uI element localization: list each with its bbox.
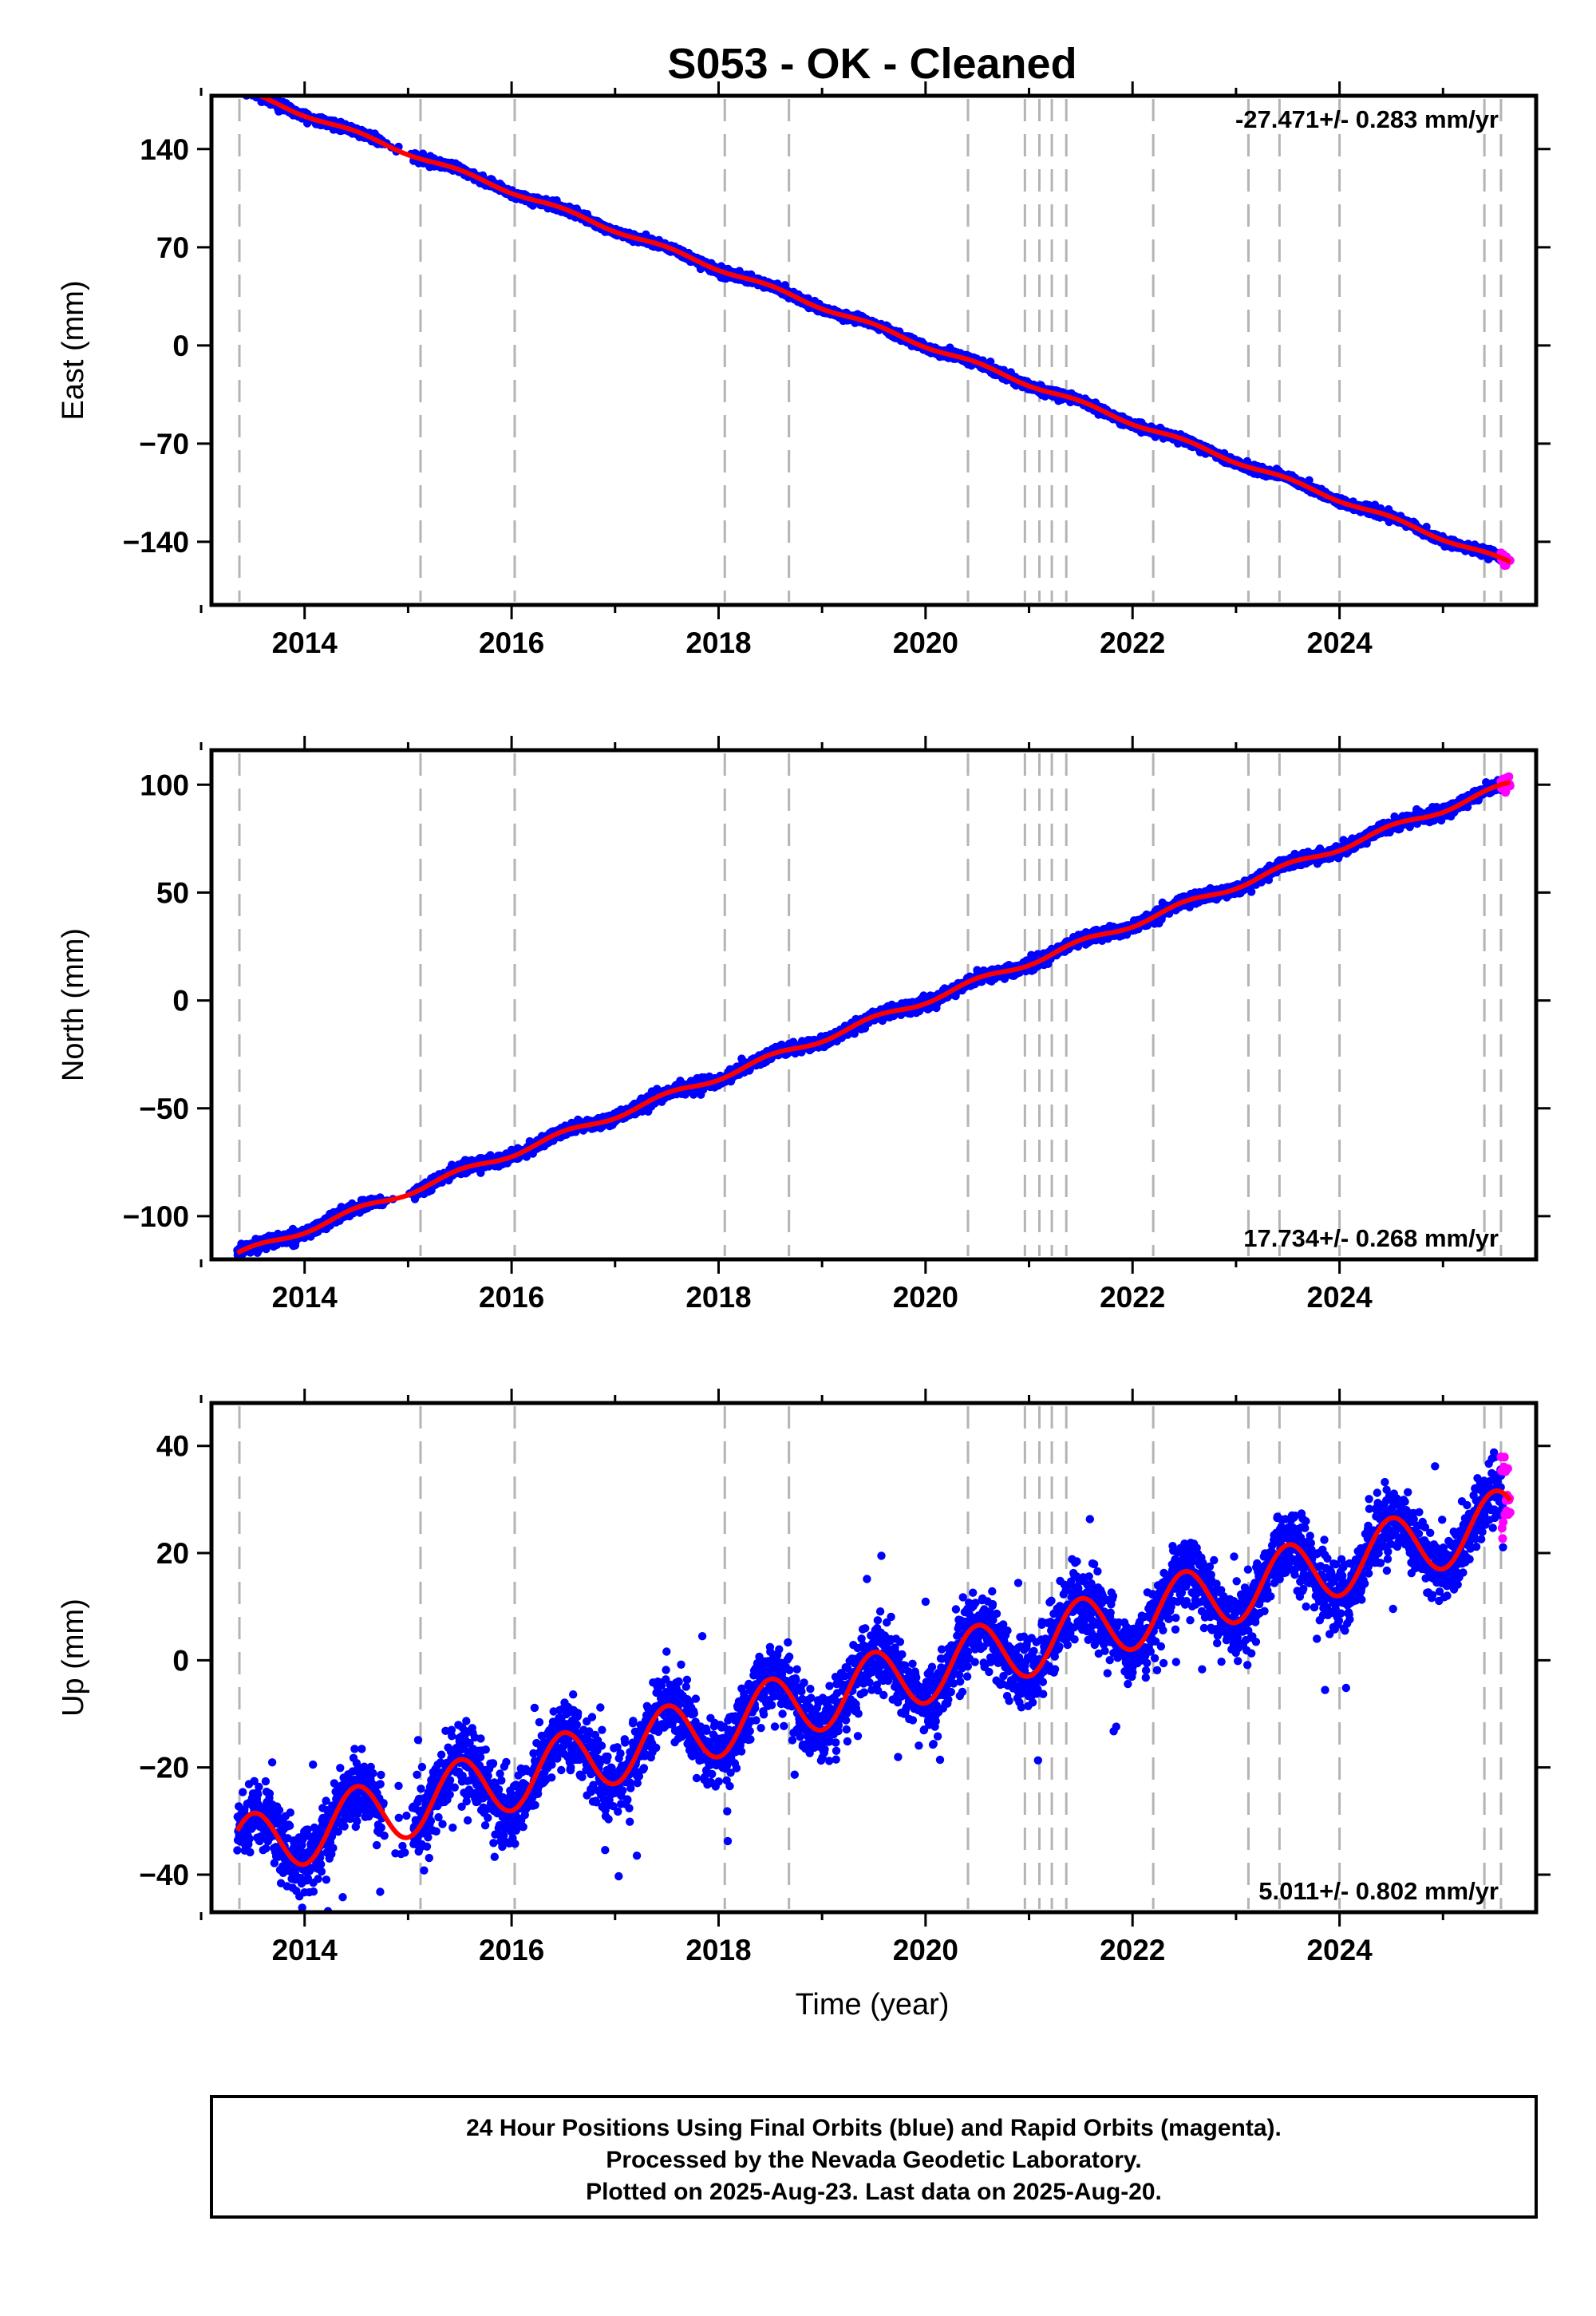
final-orbit-point <box>239 83 247 91</box>
final-orbit-point <box>239 86 247 94</box>
panel-north: 2014 2016 2018 2020 2022 2024100500−50−100Nor… <box>57 736 1551 1314</box>
final-orbit-point <box>234 85 242 93</box>
final-orbit-point <box>247 86 255 94</box>
x-tick-label: 2016 <box>479 626 544 659</box>
final-orbit-point <box>243 85 251 93</box>
final-orbit-point <box>241 85 249 93</box>
final-orbit-point <box>252 86 260 94</box>
final-orbit-point <box>242 87 250 95</box>
x-tick-label: 2024 <box>1306 626 1373 659</box>
y-tick-label: 140 <box>140 133 189 166</box>
final-orbit-point <box>237 85 245 93</box>
final-orbit-point <box>251 86 259 94</box>
x-tick-label: 2022 <box>1100 626 1165 659</box>
final-orbit-point <box>239 85 247 93</box>
final-orbit-point <box>238 86 246 94</box>
final-orbit-point <box>234 85 242 93</box>
final-orbit-point <box>247 86 255 94</box>
chart-title: S053 - OK - Cleaned <box>667 40 1077 88</box>
event-lines <box>238 99 1503 602</box>
x-tick-label: 2020 <box>893 626 958 659</box>
panel-east: 2014 2016 2018 2020 2022 2024 140 70 0 −70 −140 Eas… <box>57 81 1551 659</box>
final-orbit-point <box>247 85 255 93</box>
final-orbit-point <box>239 82 247 90</box>
x-tick-label: 2014 <box>272 626 338 659</box>
final-orbit-point <box>241 83 249 91</box>
model-fit-line <box>253 96 1511 564</box>
final-orbit-point <box>242 85 250 93</box>
final-orbit-point <box>248 85 256 93</box>
final-orbit-point <box>241 82 249 90</box>
final-orbit-point <box>236 82 244 90</box>
final-orbit-point <box>235 84 243 92</box>
y-tick-label: 70 <box>156 231 189 264</box>
final-orbit-point <box>247 86 255 94</box>
final-orbit-point <box>244 85 252 93</box>
y-axis-label: East (mm) <box>57 280 90 420</box>
final-orbit-point <box>236 85 244 93</box>
final-orbit-point <box>237 84 245 92</box>
plot-frame <box>209 93 1539 607</box>
final-orbit-point <box>234 82 242 90</box>
final-orbit-point <box>235 85 243 93</box>
final-orbit-point <box>235 83 243 91</box>
final-orbit-point <box>240 85 248 93</box>
final-orbit-point <box>235 84 243 92</box>
rate-annotation: -27.471+/- 0.283 mm/yr <box>1235 105 1499 133</box>
x-tick-label: 2018 <box>685 626 751 659</box>
y-tick-label: −70 <box>139 428 189 460</box>
final-orbit-point <box>243 85 251 93</box>
y-tick-label: −140 <box>123 526 189 559</box>
final-orbit-point <box>233 84 241 92</box>
y-tick-label: 0 <box>172 330 189 362</box>
final-orbit-point <box>237 84 245 92</box>
